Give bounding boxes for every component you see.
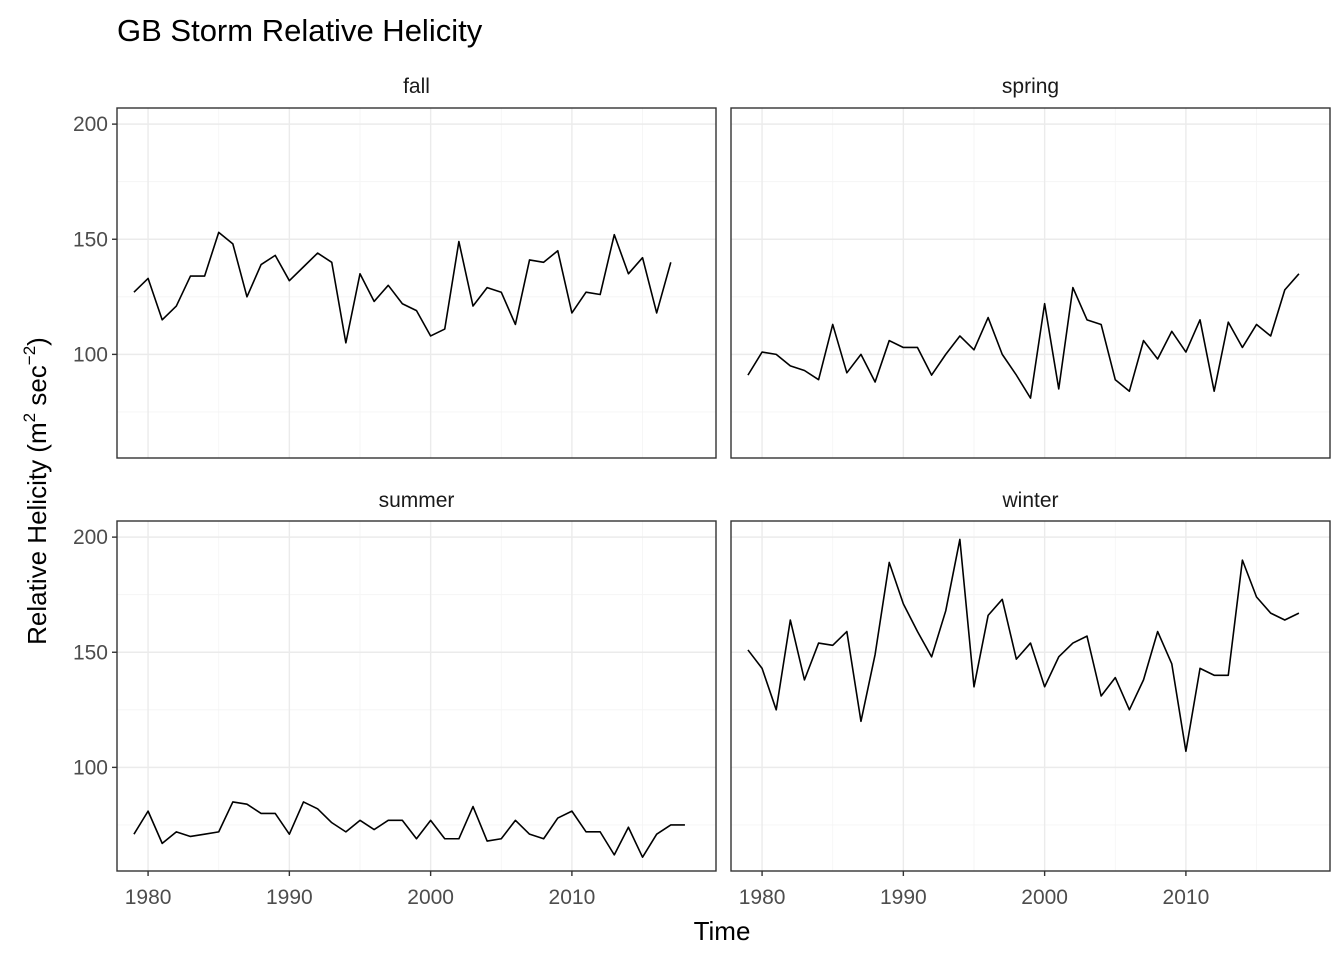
x-tick-label: 1980	[739, 886, 786, 909]
y-axis-title-end: )	[22, 337, 52, 346]
panel-winter: winter 1980 1990 2000 2010	[730, 489, 1331, 909]
series-line-spring	[747, 273, 1300, 399]
x-tick-label: 2010	[549, 886, 596, 909]
y-tick-label: 150	[73, 641, 108, 664]
panel-border-summer	[116, 520, 717, 872]
strip-label-summer: summer	[379, 489, 455, 512]
y-tick-label: 200	[73, 526, 108, 549]
x-tick-label: 2010	[1163, 886, 1210, 909]
y-axis-title-sup-2: −2	[20, 346, 39, 365]
y-axis-title-mid: sec	[22, 365, 52, 413]
y-axis-title-main: Relative Helicity (m	[22, 422, 52, 645]
panel-summer: summer 100 150 200 1980 1990 2000 2010	[73, 489, 717, 909]
y-axis-title: Relative Helicity (m2 sec−2)	[20, 337, 52, 645]
x-tick-label: 1990	[266, 886, 313, 909]
panel-border-winter	[730, 520, 1331, 872]
chart-title: GB Storm Relative Helicity	[117, 13, 483, 48]
series-line-summer	[133, 801, 685, 858]
panel-spring: spring	[730, 75, 1331, 459]
x-axis-title: Time	[694, 916, 751, 946]
facet-panels: fall 100 150 200 spring summer 100 150 200 1980 19…	[73, 75, 1331, 909]
y-tick-label: 100	[73, 756, 108, 779]
x-tick-label: 2000	[407, 886, 454, 909]
strip-label-fall: fall	[403, 75, 430, 98]
y-tick-label: 100	[73, 343, 108, 366]
strip-label-spring: spring	[1002, 75, 1059, 98]
panel-border-spring	[730, 107, 1331, 459]
y-tick-label: 150	[73, 228, 108, 251]
series-line-fall	[133, 231, 672, 344]
series-line-winter	[747, 538, 1300, 753]
panel-border-fall	[116, 107, 717, 459]
x-tick-label: 1980	[125, 886, 172, 909]
y-tick-label: 200	[73, 113, 108, 136]
x-tick-label: 2000	[1021, 886, 1068, 909]
strip-label-winter: winter	[1001, 489, 1058, 512]
panel-fall: fall 100 150 200	[73, 75, 717, 459]
y-axis-title-sup-1: 2	[20, 413, 39, 422]
x-tick-label: 1990	[880, 886, 927, 909]
